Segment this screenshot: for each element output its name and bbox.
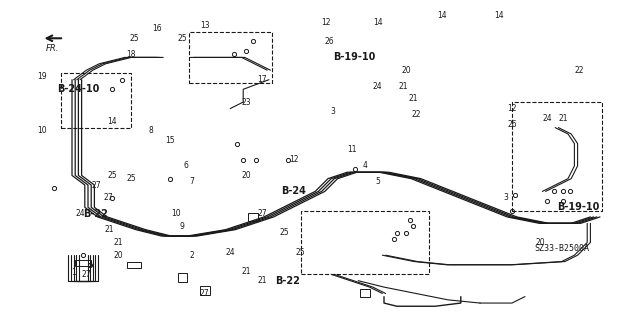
Text: 3: 3 bbox=[503, 193, 508, 202]
Text: 27: 27 bbox=[104, 193, 114, 202]
Text: 27: 27 bbox=[257, 209, 268, 218]
Text: 16: 16 bbox=[152, 24, 162, 33]
Text: 23: 23 bbox=[241, 98, 252, 107]
Text: 21: 21 bbox=[559, 114, 568, 122]
Text: SZ33-B2500A: SZ33-B2500A bbox=[534, 244, 589, 253]
Text: 25: 25 bbox=[280, 228, 290, 237]
Text: 22: 22 bbox=[575, 66, 584, 75]
Bar bbox=[301, 211, 429, 274]
Bar bbox=[76, 260, 92, 266]
Bar bbox=[512, 102, 602, 211]
Text: 9: 9 bbox=[180, 222, 185, 231]
Text: 21: 21 bbox=[104, 225, 113, 234]
Text: 4: 4 bbox=[362, 161, 367, 170]
Bar bbox=[200, 286, 210, 295]
Text: 11: 11 bbox=[348, 145, 356, 154]
Text: 21: 21 bbox=[408, 94, 417, 103]
Text: B-19-10: B-19-10 bbox=[333, 52, 375, 63]
Text: 25: 25 bbox=[126, 174, 136, 183]
Text: 21: 21 bbox=[242, 267, 251, 276]
Text: 18: 18 bbox=[127, 50, 136, 59]
Text: 6: 6 bbox=[183, 161, 188, 170]
Text: 21: 21 bbox=[258, 276, 267, 285]
Text: B-19-10: B-19-10 bbox=[557, 202, 599, 212]
Text: 12: 12 bbox=[322, 18, 331, 27]
Text: 27: 27 bbox=[200, 289, 210, 298]
Text: 24: 24 bbox=[75, 209, 85, 218]
Text: B-24: B-24 bbox=[282, 186, 307, 197]
Text: 20: 20 bbox=[401, 66, 412, 75]
Text: 14: 14 bbox=[107, 117, 117, 126]
Text: 7: 7 bbox=[189, 177, 195, 186]
Text: 3: 3 bbox=[330, 107, 335, 116]
Text: 8: 8 bbox=[148, 126, 153, 135]
Text: 26: 26 bbox=[507, 120, 517, 129]
Text: 10: 10 bbox=[171, 209, 181, 218]
Text: 1: 1 bbox=[71, 268, 76, 277]
Text: 24: 24 bbox=[542, 114, 552, 122]
Text: 12: 12 bbox=[508, 104, 516, 113]
Text: 26: 26 bbox=[324, 37, 335, 46]
Bar bbox=[360, 290, 370, 297]
Text: 20: 20 bbox=[241, 171, 252, 180]
Text: 14: 14 bbox=[436, 11, 447, 20]
Text: 25: 25 bbox=[107, 171, 117, 180]
Text: 5: 5 bbox=[375, 177, 380, 186]
Text: 10: 10 bbox=[36, 126, 47, 135]
Text: 13: 13 bbox=[200, 21, 210, 30]
Bar bbox=[61, 73, 131, 128]
Text: 15: 15 bbox=[164, 136, 175, 145]
Text: 17: 17 bbox=[257, 75, 268, 84]
Text: 20: 20 bbox=[113, 251, 124, 260]
Bar bbox=[248, 213, 258, 221]
Bar bbox=[177, 273, 187, 282]
Text: B-22: B-22 bbox=[83, 209, 108, 219]
Text: FR.: FR. bbox=[46, 44, 60, 53]
Text: 25: 25 bbox=[129, 34, 140, 43]
Text: B-22: B-22 bbox=[275, 276, 300, 286]
Text: 14: 14 bbox=[494, 11, 504, 20]
Text: 24: 24 bbox=[225, 248, 236, 256]
Bar bbox=[189, 32, 272, 83]
Text: 20: 20 bbox=[536, 238, 546, 247]
Text: 12: 12 bbox=[290, 155, 299, 164]
Text: 27: 27 bbox=[81, 270, 92, 279]
Text: 2: 2 bbox=[189, 251, 195, 260]
Text: B-24-10: B-24-10 bbox=[58, 84, 100, 94]
Text: 22: 22 bbox=[412, 110, 420, 119]
Text: 27: 27 bbox=[91, 181, 101, 189]
Text: 25: 25 bbox=[296, 248, 306, 256]
Text: 14: 14 bbox=[372, 18, 383, 27]
Text: 21: 21 bbox=[399, 82, 408, 91]
Text: 21: 21 bbox=[114, 238, 123, 247]
Text: 25: 25 bbox=[177, 34, 188, 43]
Text: 24: 24 bbox=[372, 82, 383, 91]
Bar bbox=[127, 262, 141, 268]
Text: 19: 19 bbox=[36, 72, 47, 81]
